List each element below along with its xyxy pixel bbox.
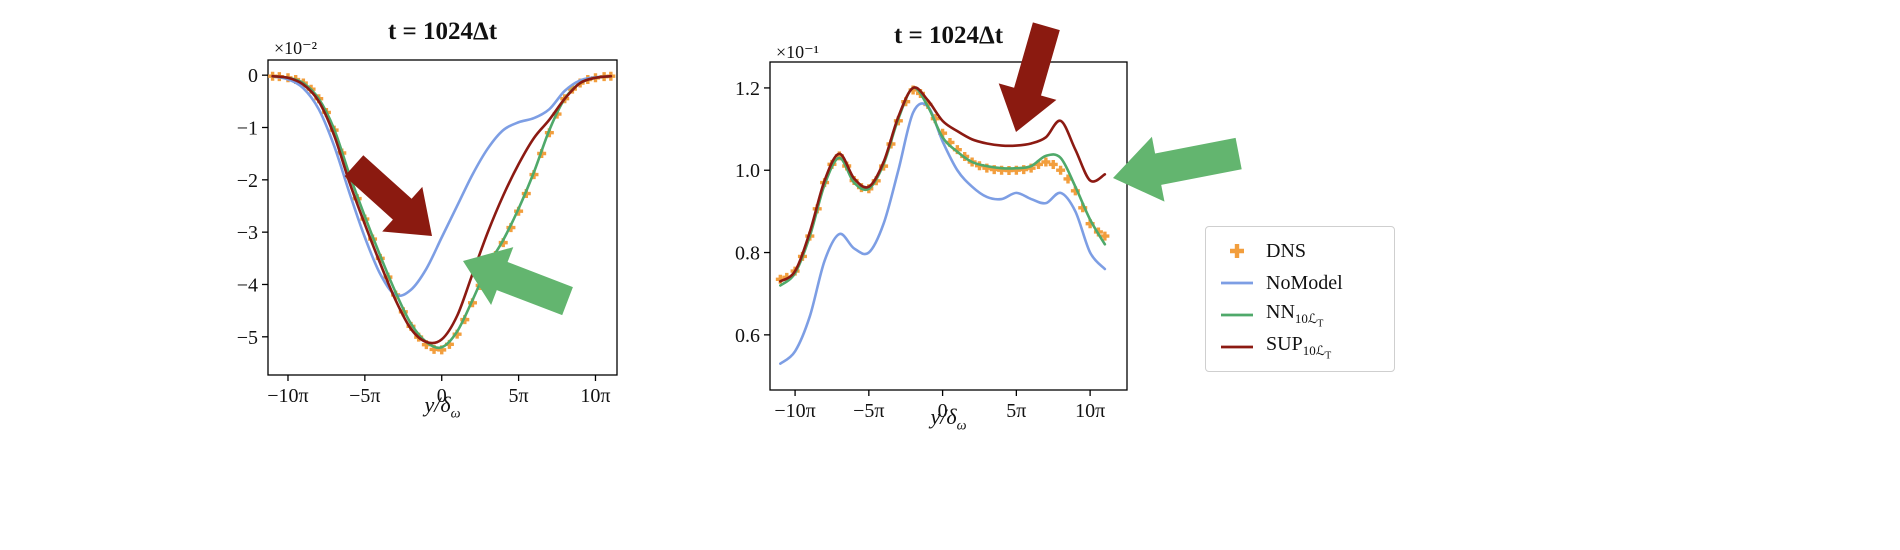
x-tick-label: −10π	[774, 400, 815, 422]
left-plot-title: t = 1024Δt	[387, 18, 498, 45]
legend-item-nn: NN10ℒT	[1218, 299, 1382, 331]
x-axis-label-base: y/δ	[930, 404, 957, 429]
line-swatch	[1218, 306, 1256, 324]
plus-marker-swatch	[1218, 242, 1256, 260]
x-axis-label-base: y/δ	[424, 392, 451, 417]
green-arrow	[463, 247, 573, 316]
y-tick-label: −5	[237, 327, 258, 349]
nn-curve	[271, 74, 613, 350]
x-tick-label: 0	[938, 400, 948, 422]
y-tick-label: −1	[237, 118, 258, 140]
y-tick-label: −3	[237, 222, 258, 244]
x-tick-label: 0	[437, 385, 447, 407]
x-axis-label-subscript: ω	[956, 418, 967, 434]
legend-item-dns: DNS	[1218, 235, 1382, 267]
x-tick-label: 5π	[1006, 400, 1026, 422]
legend-items: DNS NoModel NN10ℒT SUP10ℒT	[1218, 235, 1382, 363]
axes-frame	[769, 61, 1128, 391]
x-tick-label: −5π	[853, 400, 884, 422]
right-y-axis-offset-label: ×10⁻¹	[776, 42, 820, 62]
legend-item-label: SUP10ℒT	[1266, 332, 1332, 362]
sup-curve	[271, 74, 613, 345]
x-tick-label: 10π	[580, 385, 610, 407]
legend-item-label: NN10ℒT	[1266, 300, 1324, 330]
legend-item-label: DNS	[1266, 239, 1307, 262]
legend-item-sup: SUP10ℒT	[1218, 331, 1382, 363]
plus-marker	[1100, 231, 1110, 241]
legend: DNS NoModel NN10ℒT SUP10ℒT	[1205, 226, 1395, 372]
line-swatch	[1218, 274, 1256, 292]
left-y-axis-offset-label: ×10⁻²	[274, 38, 318, 58]
plus-marker	[1041, 157, 1051, 167]
y-tick-label: 1.2	[735, 78, 760, 100]
x-tick-label: −10π	[267, 385, 308, 407]
x-tick-label: −5π	[349, 385, 380, 407]
right-x-axis-label: y/δω	[770, 404, 1127, 434]
plus-marker	[1056, 165, 1066, 175]
y-tick-label: 0.6	[735, 325, 760, 347]
x-axis-label-subscript: ω	[450, 406, 461, 422]
left-x-axis-label: y/δω	[268, 392, 617, 422]
y-tick-label: 0.8	[735, 243, 760, 265]
left-plot: −10π −5π 0 5π 10π 0 −1 −2 −3 −4 −5	[237, 59, 618, 407]
dark-red-arrow	[344, 155, 432, 236]
y-tick-label: 1.0	[735, 160, 760, 182]
legend-item-nomodel: NoModel	[1218, 267, 1382, 299]
nomodel-curve	[779, 102, 1107, 365]
y-tick-label: −4	[237, 274, 258, 296]
sup-curve	[779, 86, 1107, 283]
line-swatch	[1218, 338, 1256, 356]
x-tick-label: 10π	[1075, 400, 1105, 422]
axes-frame	[267, 59, 618, 376]
nn-curve	[779, 86, 1107, 287]
right-plot-title: t = 1024Δt	[893, 22, 1004, 49]
dark-red-arrow	[998, 22, 1060, 132]
y-tick-label: 0	[248, 65, 258, 87]
legend-item-label: NoModel	[1266, 271, 1343, 294]
green-arrow	[1113, 136, 1242, 202]
nomodel-curve	[271, 74, 613, 298]
y-tick-label: −2	[237, 170, 258, 192]
plus-marker	[1048, 159, 1058, 169]
x-tick-label: 5π	[509, 385, 529, 407]
right-plot: −10π −5π 0 5π 10π 1.2 1.0 0.8 0.6	[735, 61, 1128, 422]
